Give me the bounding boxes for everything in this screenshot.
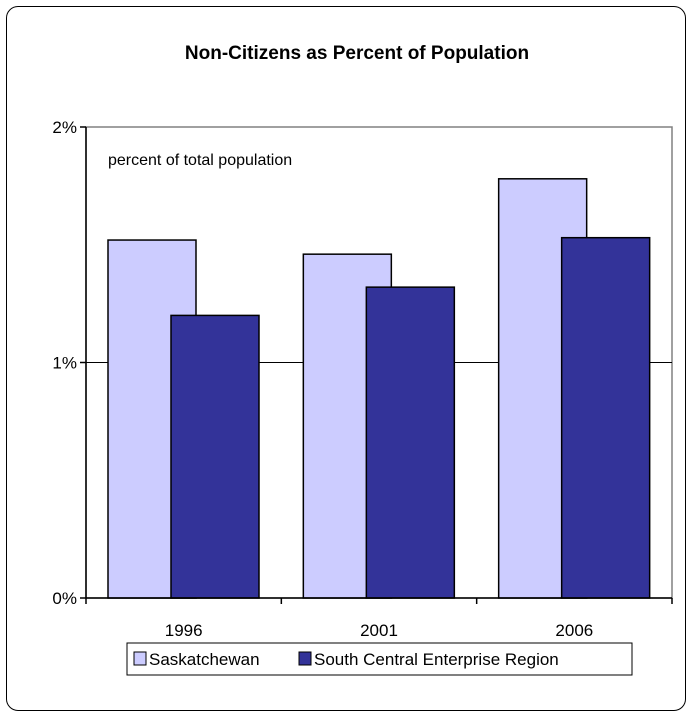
chart-title: Non-Citizens as Percent of Population: [185, 43, 529, 64]
bars: [107, 178, 651, 599]
legend-label-saskatchewan: Saskatchewan: [149, 650, 260, 669]
legend: Saskatchewan South Central Enterprise Re…: [126, 642, 633, 676]
bar-south-central-2001: [365, 286, 456, 599]
legend-label-south-central: South Central Enterprise Region: [314, 650, 559, 669]
axes: 0% 1% 2% 1996 2001 2006: [52, 118, 673, 640]
legend-swatch-saskatchewan: [133, 651, 147, 666]
plot-annotation: percent of total population: [108, 152, 292, 169]
y-tick-label-2: 2%: [52, 118, 77, 137]
x-tick-label-2001: 2001: [360, 621, 398, 640]
x-tick-label-1996: 1996: [165, 621, 203, 640]
y-tick-label-0: 0%: [52, 589, 77, 608]
x-tick-label-2006: 2006: [555, 621, 593, 640]
y-tick-label-1: 1%: [52, 354, 77, 373]
legend-box: [126, 642, 633, 676]
legend-swatch-south-central: [298, 651, 312, 666]
bar-south-central-1996: [170, 314, 260, 599]
bar-south-central-2006: [560, 236, 651, 599]
